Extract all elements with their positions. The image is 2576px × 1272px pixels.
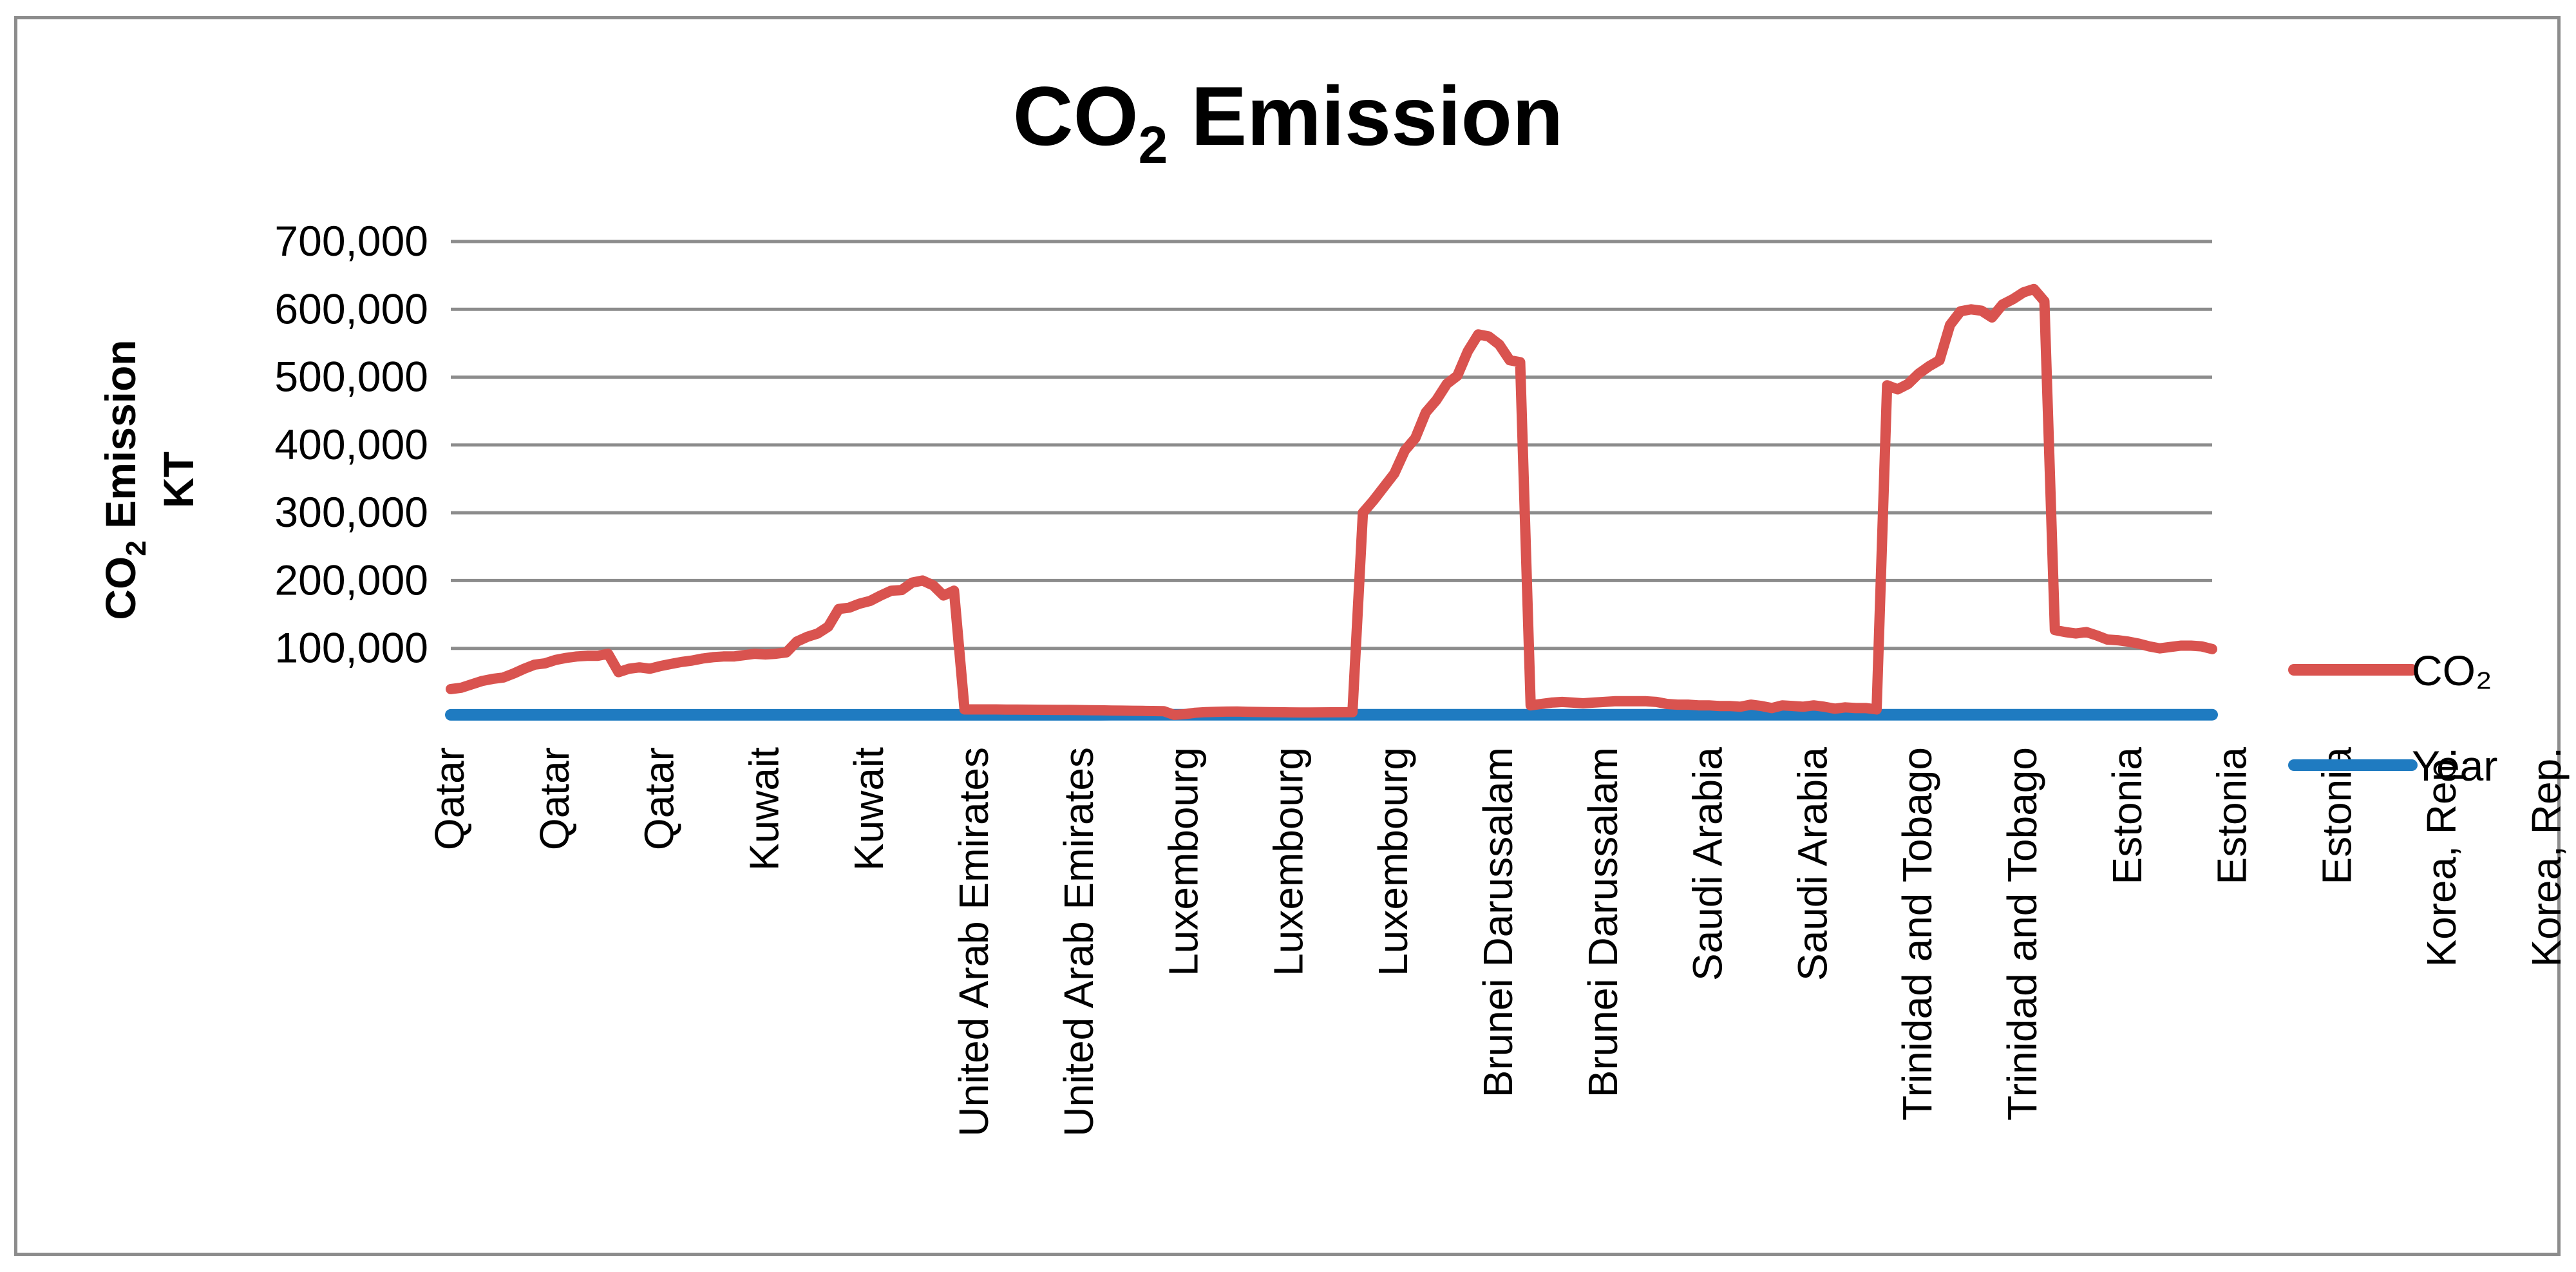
x-tick-label: Kuwait: [846, 747, 892, 871]
x-tick-label: Trinidad and Tobago: [1999, 747, 2045, 1121]
x-tick-label: Estonia: [2209, 747, 2255, 885]
x-tick-label: United Arab Emirates: [1056, 747, 1102, 1137]
x-tick-label: Korea, Rep.: [2523, 747, 2570, 967]
y-tick-label: 200,000: [274, 556, 428, 603]
y-axis-label: CO2 Emission: [97, 339, 152, 620]
x-tick-label: Luxembourg: [1370, 747, 1416, 976]
y-axis-ticks: 100,000 200,000 300,000 400,000 500,000 600,0…: [274, 217, 428, 672]
series-line-co2: [446, 283, 2217, 720]
x-axis-ticks: Qatar Qatar Qatar Kuwait Kuwait United Arab E…: [426, 747, 2570, 1137]
x-tick-label: Brunei Darussalam: [1580, 747, 1626, 1097]
y-tick-label: 600,000: [274, 285, 428, 332]
x-tick-label: Korea, Rep.: [2418, 747, 2465, 967]
x-tick-label: Luxembourg: [1160, 747, 1207, 976]
y-tick-label: 100,000: [274, 624, 428, 672]
y-tick-label: 500,000: [274, 353, 428, 401]
y-tick-label: 400,000: [274, 421, 428, 468]
x-tick-label: Estonia: [2104, 747, 2150, 885]
x-tick-label: Qatar: [426, 747, 473, 850]
legend-label-co2: CO₂: [2412, 647, 2492, 694]
series-lines: [445, 283, 2218, 721]
x-tick-label: Qatar: [531, 747, 578, 850]
x-tick-label: Saudi Arabia: [1789, 747, 1835, 981]
x-tick-label: Saudi Arabia: [1685, 747, 1731, 981]
x-tick-label: Brunei Darussalam: [1475, 747, 1521, 1097]
x-tick-label: Luxembourg: [1265, 747, 1311, 976]
y-axis-label-unit: KT: [155, 451, 202, 508]
chart-title: CO2 Emission: [1013, 69, 1564, 175]
legend: CO₂ Year: [2288, 647, 2497, 790]
x-tick-label: Kuwait: [741, 747, 787, 871]
chart-frame: [14, 16, 2561, 1256]
x-tick-label: United Arab Emirates: [951, 747, 997, 1137]
y-tick-label: 700,000: [274, 217, 428, 265]
x-tick-label: Trinidad and Tobago: [1894, 747, 1940, 1121]
gridlines: [451, 240, 2212, 650]
y-tick-label: 300,000: [274, 488, 428, 536]
x-tick-label: Qatar: [636, 747, 683, 850]
legend-label-year: Year: [2412, 742, 2497, 790]
